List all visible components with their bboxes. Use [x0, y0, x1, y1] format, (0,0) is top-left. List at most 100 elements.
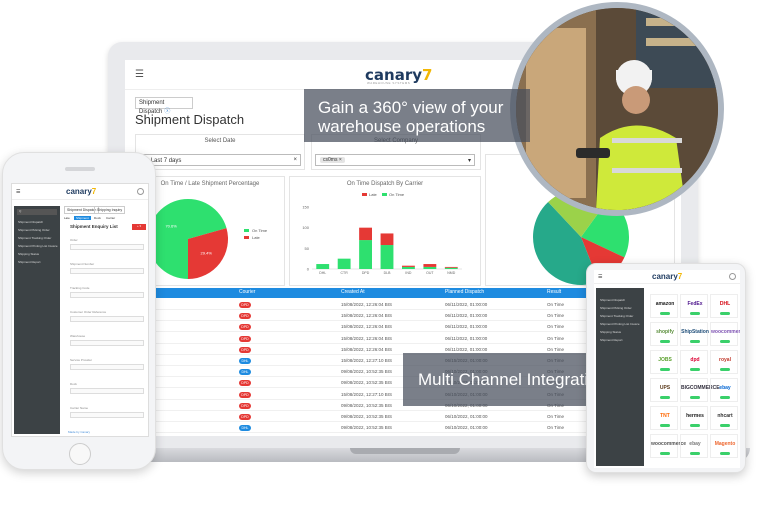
integration-card[interactable]: amazon: [650, 294, 678, 318]
tablet-sidebar-item[interactable]: Shipment Picking Order: [600, 306, 632, 310]
phone-field-input[interactable]: [70, 340, 144, 346]
integration-card[interactable]: DHL: [710, 294, 738, 318]
phone-field-input[interactable]: [70, 412, 144, 418]
bar-late-ind[interactable]: [402, 265, 415, 267]
bar-ontime-nmd[interactable]: [444, 267, 458, 269]
column-created-at[interactable]: Created At: [341, 289, 365, 295]
phone-field-input[interactable]: [70, 292, 144, 298]
integration-card[interactable]: JOBS: [650, 350, 678, 374]
chevron-down-icon[interactable]: ▾: [467, 158, 471, 164]
phone-tab-1[interactable]: Shipping Inquiry: [94, 206, 126, 214]
table-row[interactable]: DPD 15/08/2022, 12:26:04 BIS 06/11/2022, 0…: [155, 300, 587, 310]
table-row[interactable]: DPD 15/08/2022, 12:26:04 BIS 06/11/2022, 0…: [155, 322, 587, 333]
table-row[interactable]: DPD 15/08/2022, 12:26:04 BIS 06/11/2022, 0…: [155, 311, 587, 322]
tablet-sidebar-item[interactable]: Shipping Status: [600, 330, 622, 334]
integration-card[interactable]: hermes: [680, 406, 708, 430]
bar-late-dpd[interactable]: [359, 227, 372, 241]
integration-card[interactable]: UPS: [650, 378, 678, 402]
table-row[interactable]: DPD 09/08/2022, 10:52:35 BIS 06/10/2022, 0…: [155, 412, 587, 422]
courier-badge: DPD: [239, 380, 251, 387]
integration-card[interactable]: woocommerce: [710, 322, 740, 346]
phone-field-input[interactable]: [70, 268, 144, 274]
bar-late-nmd[interactable]: [444, 266, 458, 268]
integration-card[interactable]: royal: [710, 350, 738, 374]
tablet-screen: ☰ canary7 Shipment Dispatch Shipment Pick…: [594, 270, 740, 468]
courier-badge: DPD: [239, 391, 251, 398]
date-select[interactable]: ▾ Last 7 days ×: [141, 154, 301, 166]
integration-card[interactable]: nhcart: [710, 406, 738, 430]
integration-card[interactable]: ShipStation: [680, 322, 709, 346]
bar-late-dlb[interactable]: [380, 233, 394, 246]
table-row[interactable]: DPD 15/08/2022, 12:26:04 BIS 06/11/2022, 0…: [155, 345, 587, 355]
pie-slice-dpd[interactable]: [533, 202, 599, 285]
phone-field-input[interactable]: [70, 316, 144, 322]
phone-sidebar-item[interactable]: Shipment Picking Order: [18, 228, 50, 232]
phone-add-button[interactable]: + ▾: [132, 224, 146, 230]
integration-card[interactable]: ebay: [710, 378, 738, 402]
tablet-sidebar-item[interactable]: Shipment Tracking Order: [600, 314, 634, 318]
pie-slice-late[interactable]: [188, 228, 228, 279]
phone-subtab-0[interactable]: Late: [64, 216, 70, 220]
company-chip[interactable]: cs0ms ×: [320, 157, 345, 163]
pie-slice-on-time[interactable]: [148, 199, 227, 279]
bar-ontime-out[interactable]: [423, 266, 437, 269]
bar-ontime-dhl[interactable]: [316, 264, 330, 269]
bar-ontime-ind[interactable]: [402, 266, 415, 269]
integration-card[interactable]: dpd: [680, 350, 708, 374]
x-tick-label: IND: [405, 271, 412, 275]
phone-field-input[interactable]: [70, 388, 144, 394]
integration-status: [660, 312, 670, 315]
tab-shipment-dispatch[interactable]: Shipment Dispatch ⓧ: [135, 97, 193, 115]
integration-card[interactable]: woocommerce: [650, 434, 686, 458]
integration-card[interactable]: BIGCOMMERCE: [680, 378, 720, 402]
column-result[interactable]: Result: [547, 289, 562, 295]
column-planned-dispatch[interactable]: Planned Dispatch: [445, 289, 485, 295]
phone-search-input[interactable]: Q: [17, 209, 57, 215]
tablet-logo[interactable]: canary7: [652, 272, 683, 281]
phone-sidebar-item[interactable]: Shipment Dispatch: [18, 220, 44, 224]
phone-sidebar-item[interactable]: Shipping Status: [18, 252, 40, 256]
table-row[interactable]: DHL 09/08/2022, 10:52:35 BIS 06/10/2022, 0…: [155, 423, 587, 434]
tablet-menu-icon[interactable]: ☰: [598, 274, 603, 280]
app-logo[interactable]: canary7: [365, 66, 433, 84]
phone-footer[interactable]: Made by Canary: [68, 430, 91, 434]
phone-subtab-3[interactable]: Carrier: [106, 216, 116, 220]
created-at-cell: 09/08/2022, 10:52:35 BIS: [341, 369, 393, 375]
phone-subtab-2[interactable]: Dock: [94, 216, 101, 220]
phone-header: ☰ canary7: [12, 184, 148, 200]
integration-card[interactable]: shopify: [650, 322, 678, 346]
bar-ontime-dlb[interactable]: [380, 245, 394, 269]
phone-sidebar-item[interactable]: Shipment Report: [18, 260, 41, 264]
table-row[interactable]: DPD 15/08/2022, 12:26:04 BIS 06/11/2022, 0…: [155, 334, 587, 344]
bar-late-out[interactable]: [423, 264, 437, 267]
phone-sidebar-item[interactable]: Shipment Tracking Order: [18, 236, 52, 240]
phone-field-label: Shipment Number: [70, 262, 95, 266]
phone-sidebar-item[interactable]: Shipment Printing List Invoice: [18, 244, 58, 248]
tablet-avatar-icon[interactable]: [729, 273, 736, 280]
tablet-sidebar-item[interactable]: Shipment Printing List Invoice: [600, 322, 640, 326]
tablet-sidebar-item[interactable]: Shipment Report: [600, 338, 623, 342]
integration-card[interactable]: ebay: [680, 434, 708, 458]
phone-field-input[interactable]: [70, 364, 144, 370]
phone-logo[interactable]: canary7: [66, 187, 97, 196]
phone-tabs: Shipment Dispatch Shipping Inquiry: [64, 206, 148, 216]
tablet-header: ☰ canary7: [594, 270, 740, 284]
phone-avatar-icon[interactable]: [137, 188, 144, 195]
bar-ontime-ctr[interactable]: [337, 258, 351, 269]
phone-field-input[interactable]: [70, 244, 144, 250]
integration-card[interactable]: FedEx: [680, 294, 708, 318]
close-tab-icon[interactable]: ⓧ: [164, 109, 171, 115]
phone-tab-0[interactable]: Shipment Dispatch: [64, 206, 100, 214]
clear-icon[interactable]: ×: [293, 157, 297, 163]
tablet-sidebar-item[interactable]: Shipment Dispatch: [600, 298, 626, 302]
column-courier[interactable]: Courier: [239, 289, 256, 295]
menu-icon[interactable]: ☰: [135, 69, 144, 80]
phone-menu-icon[interactable]: ☰: [16, 189, 21, 195]
phone-subtab-1[interactable]: Shipment: [74, 216, 91, 220]
integration-card[interactable]: TNT: [650, 406, 678, 430]
phone-home-button[interactable]: [69, 443, 91, 465]
bar-ontime-dpd[interactable]: [359, 240, 372, 269]
courier-badge: DHL: [239, 425, 251, 432]
integration-card[interactable]: Magento: [710, 434, 738, 458]
company-select[interactable]: cs0ms × ▾: [315, 154, 475, 166]
